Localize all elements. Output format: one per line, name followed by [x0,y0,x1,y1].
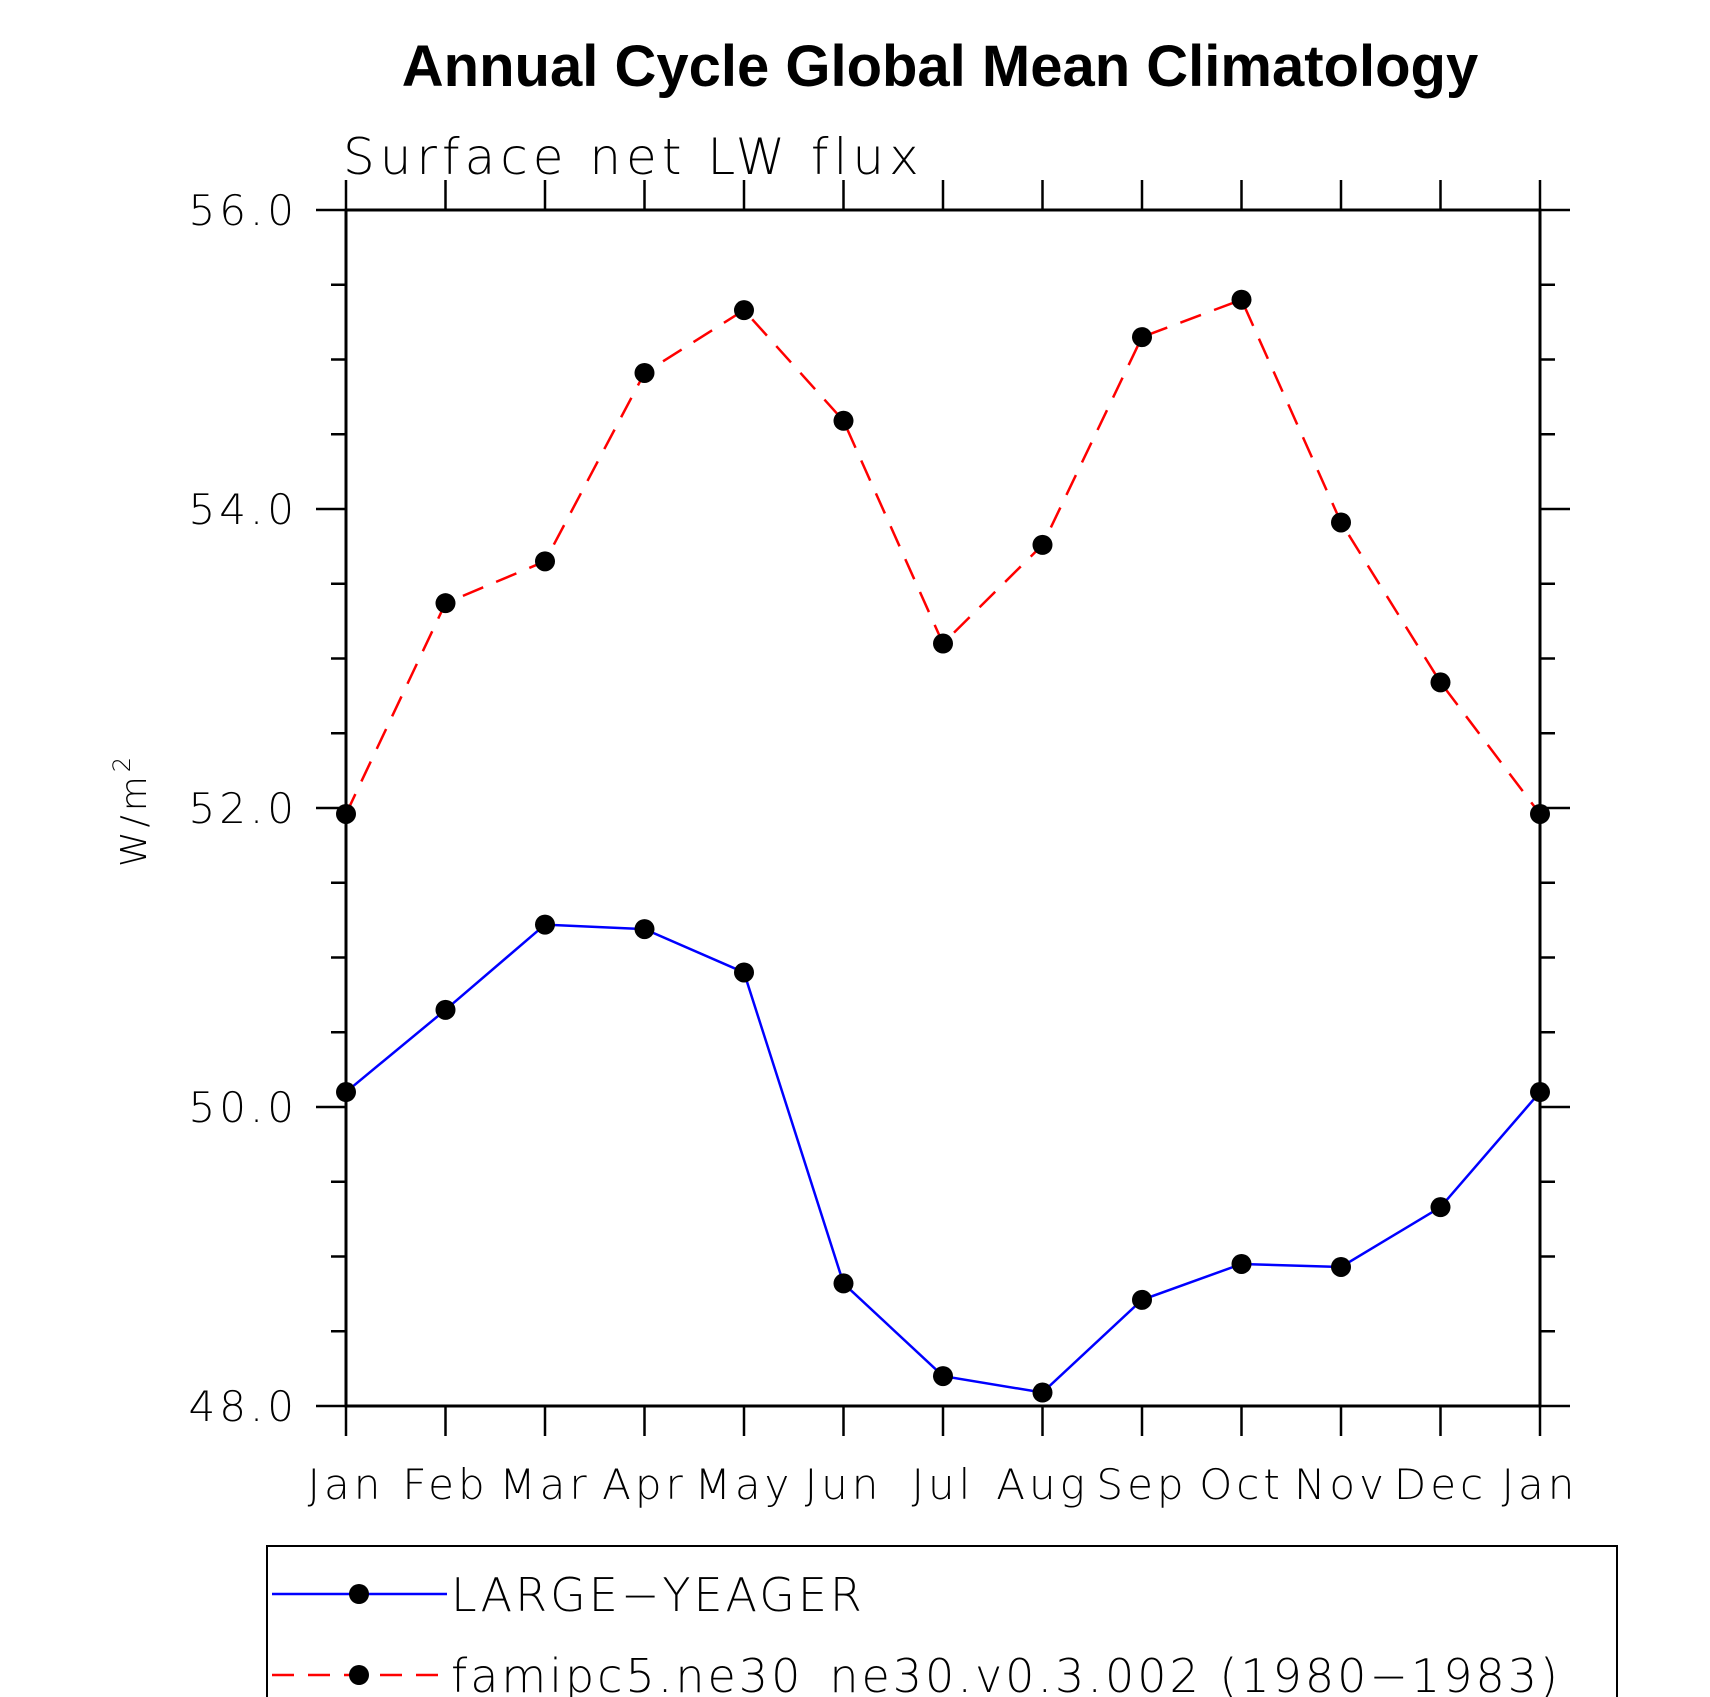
series-lines [344,298,1541,1394]
x-tick-label: Oct [1199,1460,1284,1509]
legend-marker-1 [349,1665,369,1685]
y-axis-label: W/m2 [108,753,155,867]
series-1-point [1132,327,1152,348]
x-tick-label: Feb [402,1460,488,1509]
y-axis-label-exponent: 2 [108,753,136,772]
series-0-point [634,919,655,940]
y-tick-label: 54.0 [188,485,298,534]
x-tick-label: Jan [308,1460,385,1509]
series-0-point [1430,1197,1451,1218]
y-tick-label: 48.0 [188,1382,298,1431]
y-tick-label: 56.0 [188,186,298,235]
x-axis-ticks [344,180,1542,1436]
series-1-point [1430,672,1451,693]
y-axis-ticks [316,208,1570,1408]
series-1-point [1530,803,1550,824]
y-tick-label: 50.0 [188,1083,298,1132]
chart-title: Annual Cycle Global Mean Climatology [402,34,1478,99]
chart-subtitle: Surface net LW flux [343,128,924,186]
x-tick-labels: Jan Feb Mar Apr May Jun Jul Aug Sep Oct Nov Dec Jan [308,1460,1579,1509]
series-1-point [1032,534,1053,555]
y-tick-label: 52.0 [188,784,298,833]
series-1-point [634,362,655,383]
y-axis-label-unit: W/m [114,772,155,867]
x-tick-label: Mar [499,1460,590,1509]
y-tick-labels: 48.0 50.0 52.0 54.0 56.0 [188,186,298,1431]
series-1-point [535,551,555,572]
series-line-0 [345,923,1541,1394]
series-0-point [933,1366,953,1387]
series-1-point [435,593,456,614]
x-tick-label: Jan [1502,1460,1579,1509]
series-0-point [734,962,754,983]
series-1-point [833,410,854,431]
series-markers [336,289,1550,1403]
series-1-point [1231,289,1252,310]
x-tick-label: Nov [1294,1460,1388,1509]
series-0-point [535,914,555,935]
x-tick-label: Sep [1096,1460,1187,1509]
series-line-1 [344,298,1541,815]
series-0-point [336,1082,356,1103]
series-1-point [933,633,953,654]
series-0-point [1530,1082,1550,1103]
series-1-point [336,803,356,824]
legend-label-0: LARGE−YEAGER [451,1568,865,1622]
series-0-point [1231,1253,1252,1274]
series-0-point [435,999,456,1020]
x-tick-label: May [695,1460,794,1509]
legend-entries: LARGE−YEAGER famipc5.ne30_ne30.v0.3.002 (… [272,1568,1561,1697]
x-tick-label: Dec [1394,1460,1487,1509]
x-tick-label: Apr [602,1460,687,1509]
legend-box [266,1545,1618,1697]
legend-marker-0 [349,1584,369,1604]
plot-frame [344,208,1542,1408]
series-0-point [1032,1382,1053,1403]
series-1-point [1331,512,1351,533]
x-tick-label: Jul [912,1460,975,1509]
x-tick-label: Aug [996,1460,1089,1509]
x-tick-label: Jun [805,1460,883,1509]
series-0-point [1331,1256,1351,1277]
legend-label-1: famipc5.ne30_ne30.v0.3.002 (1980−1983) [451,1649,1561,1697]
series-1-point [734,300,754,321]
series-0-point [1132,1289,1152,1310]
series-0-point [833,1273,854,1294]
